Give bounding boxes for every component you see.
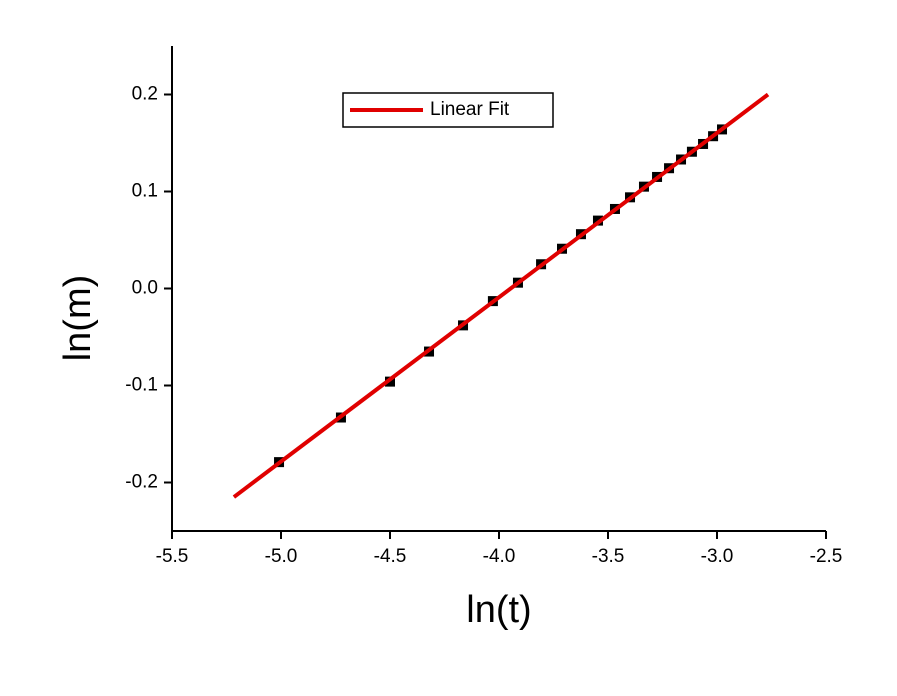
x-tick-label: -3.0 [701, 546, 734, 567]
legend-label: Linear Fit [430, 99, 510, 120]
x-tick-label: -5.0 [265, 546, 298, 567]
y-axis-title: ln(m) [57, 275, 99, 362]
x-tick-label: -4.5 [374, 546, 407, 567]
y-tick-label: -0.2 [125, 472, 158, 493]
x-axis-title: ln(t) [466, 589, 531, 631]
x-tick-label: -2.5 [810, 546, 843, 567]
y-tick-label: 0.1 [132, 181, 158, 202]
fit-line [232, 92, 770, 499]
y-tick-label: 0.2 [132, 84, 158, 105]
x-tick-label: -5.5 [156, 546, 189, 567]
y-tick-label: 0.0 [132, 278, 158, 299]
x-tick-label: -4.0 [483, 546, 516, 567]
y-tick-label: -0.1 [125, 375, 158, 396]
x-tick-label: -3.5 [592, 546, 625, 567]
